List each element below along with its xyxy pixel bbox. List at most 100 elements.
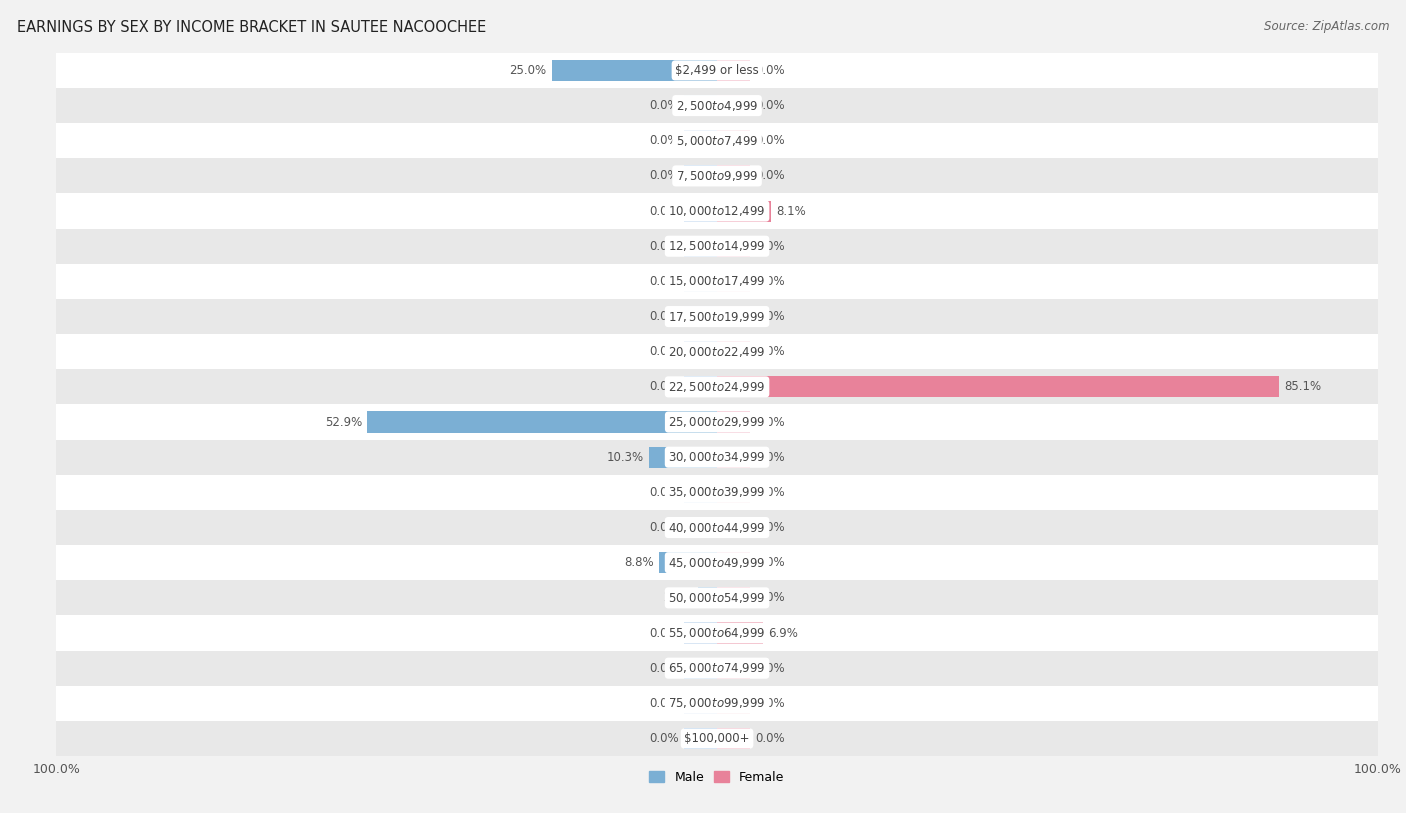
Bar [685, 341, 717, 363]
Text: 0.0%: 0.0% [755, 169, 785, 182]
Bar [685, 693, 717, 714]
Text: $22,500 to $24,999: $22,500 to $24,999 [668, 380, 766, 393]
Bar [56, 685, 1378, 721]
Bar [717, 201, 770, 222]
Text: 10.3%: 10.3% [606, 450, 644, 463]
Text: 0.0%: 0.0% [755, 450, 785, 463]
Text: 0.0%: 0.0% [650, 346, 679, 359]
Bar [56, 53, 1378, 88]
Text: $75,000 to $99,999: $75,000 to $99,999 [668, 697, 766, 711]
Text: $10,000 to $12,499: $10,000 to $12,499 [668, 204, 766, 218]
Bar [56, 193, 1378, 228]
Bar [56, 123, 1378, 159]
Text: 0.0%: 0.0% [755, 556, 785, 569]
Bar [685, 201, 717, 222]
Bar [56, 369, 1378, 404]
Text: Source: ZipAtlas.com: Source: ZipAtlas.com [1264, 20, 1389, 33]
Bar [717, 95, 751, 116]
Bar [685, 728, 717, 749]
Text: 0.0%: 0.0% [650, 99, 679, 112]
Text: $2,500 to $4,999: $2,500 to $4,999 [676, 98, 758, 112]
Bar [659, 552, 717, 573]
Bar [56, 299, 1378, 334]
Bar [685, 306, 717, 327]
Text: EARNINGS BY SEX BY INCOME BRACKET IN SAUTEE NACOOCHEE: EARNINGS BY SEX BY INCOME BRACKET IN SAU… [17, 20, 486, 35]
Text: 25.0%: 25.0% [509, 64, 547, 77]
Text: 0.0%: 0.0% [650, 169, 679, 182]
Text: 0.0%: 0.0% [755, 521, 785, 534]
Bar [717, 482, 751, 503]
Bar [56, 88, 1378, 123]
Bar [56, 545, 1378, 580]
Bar [717, 130, 751, 151]
Bar [56, 721, 1378, 756]
Bar [717, 728, 751, 749]
Text: $30,000 to $34,999: $30,000 to $34,999 [668, 450, 766, 464]
Text: 0.0%: 0.0% [755, 697, 785, 710]
Text: 0.0%: 0.0% [755, 486, 785, 499]
Text: 0.0%: 0.0% [650, 697, 679, 710]
Text: $65,000 to $74,999: $65,000 to $74,999 [668, 661, 766, 675]
Text: 0.0%: 0.0% [650, 205, 679, 218]
Legend: Male, Female: Male, Female [644, 766, 790, 789]
Bar [56, 475, 1378, 510]
Bar [717, 552, 751, 573]
Text: $55,000 to $64,999: $55,000 to $64,999 [668, 626, 766, 640]
Bar [56, 510, 1378, 545]
Text: 0.0%: 0.0% [650, 134, 679, 147]
Text: 0.0%: 0.0% [755, 415, 785, 428]
Text: $40,000 to $44,999: $40,000 to $44,999 [668, 520, 766, 534]
Bar [685, 95, 717, 116]
Bar [717, 517, 751, 538]
Text: 0.0%: 0.0% [755, 275, 785, 288]
Bar [717, 165, 751, 186]
Text: 0.0%: 0.0% [755, 346, 785, 359]
Bar [717, 587, 751, 608]
Bar [650, 446, 717, 467]
Text: 8.8%: 8.8% [624, 556, 654, 569]
Text: $7,500 to $9,999: $7,500 to $9,999 [676, 169, 758, 183]
Bar [717, 658, 751, 679]
Text: 0.0%: 0.0% [755, 591, 785, 604]
Bar [56, 580, 1378, 615]
Bar [685, 658, 717, 679]
Bar [551, 60, 717, 81]
Text: 0.0%: 0.0% [650, 380, 679, 393]
Bar [685, 165, 717, 186]
Text: $35,000 to $39,999: $35,000 to $39,999 [668, 485, 766, 499]
Bar [717, 306, 751, 327]
Bar [56, 334, 1378, 369]
Bar [56, 159, 1378, 193]
Text: 0.0%: 0.0% [650, 662, 679, 675]
Bar [56, 404, 1378, 440]
Bar [717, 271, 751, 292]
Bar [717, 446, 751, 467]
Bar [56, 228, 1378, 263]
Text: 6.9%: 6.9% [768, 627, 797, 640]
Text: $15,000 to $17,499: $15,000 to $17,499 [668, 275, 766, 289]
Text: 0.0%: 0.0% [755, 310, 785, 323]
Text: 0.0%: 0.0% [650, 732, 679, 745]
Bar [717, 623, 762, 644]
Text: 0.0%: 0.0% [650, 240, 679, 253]
Bar [56, 263, 1378, 299]
Text: $20,000 to $22,499: $20,000 to $22,499 [668, 345, 766, 359]
Bar [685, 376, 717, 398]
Bar [697, 587, 717, 608]
Bar [685, 236, 717, 257]
Text: 8.1%: 8.1% [776, 205, 806, 218]
Bar [685, 271, 717, 292]
Bar [56, 650, 1378, 685]
Bar [685, 517, 717, 538]
Bar [56, 615, 1378, 650]
Text: $2,499 or less: $2,499 or less [675, 64, 759, 77]
Bar [717, 376, 1279, 398]
Bar [717, 60, 751, 81]
Text: $5,000 to $7,499: $5,000 to $7,499 [676, 134, 758, 148]
Text: $45,000 to $49,999: $45,000 to $49,999 [668, 556, 766, 570]
Bar [717, 693, 751, 714]
Text: 0.0%: 0.0% [650, 521, 679, 534]
Text: 0.0%: 0.0% [755, 64, 785, 77]
Bar [685, 623, 717, 644]
Text: $100,000+: $100,000+ [685, 732, 749, 745]
